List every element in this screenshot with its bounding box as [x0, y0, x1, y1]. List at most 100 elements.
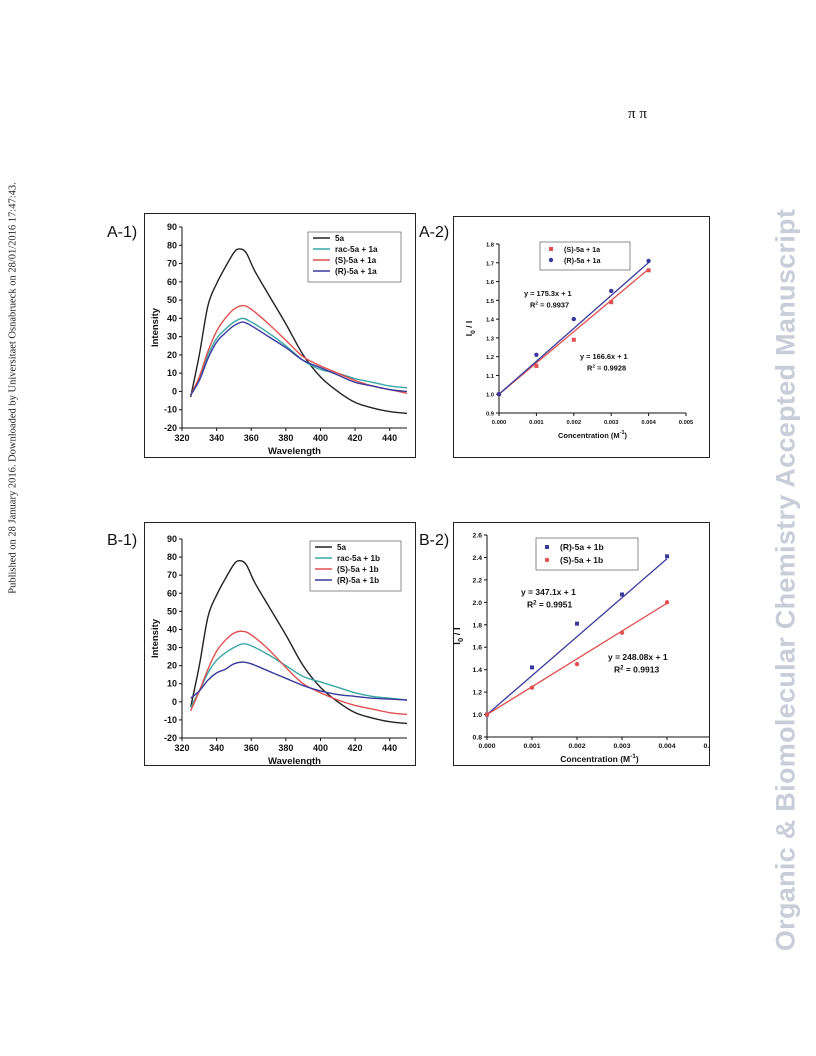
- x-tick-label: 0.002: [568, 743, 585, 750]
- legend-entry-0: 5a: [335, 234, 345, 243]
- y-tick-label: 70: [167, 570, 177, 580]
- x-tick-label: 0.005: [679, 420, 694, 426]
- y-tick-label: -20: [164, 733, 177, 743]
- data-point: [609, 300, 614, 305]
- legend-marker-1: [548, 257, 554, 263]
- legend-box: [539, 241, 631, 271]
- fit-line-0: [486, 558, 668, 716]
- y-axis-label: I0 / I: [464, 321, 477, 336]
- x-axis-label-main: Concentration (M: [560, 754, 630, 764]
- y-tick-label: 1.8: [473, 622, 483, 629]
- x-tick-label: 0.001: [529, 420, 544, 426]
- y-tick-label: -10: [164, 715, 177, 725]
- x-tick-label: 400: [313, 743, 328, 753]
- r-squared-prefix: R: [587, 363, 593, 372]
- y-tick-label: 1.1: [486, 374, 495, 380]
- y-tick-label: 1.4: [486, 318, 495, 324]
- y-tick-label: 10: [167, 368, 177, 378]
- y-tick-label: -20: [164, 423, 177, 433]
- legend-entry-0: (R)-5a + 1b: [560, 542, 604, 552]
- legend-entry-3: (R)-5a + 1a: [335, 267, 377, 276]
- y-tick-label: 0: [172, 386, 177, 396]
- data-point: [571, 337, 576, 342]
- series-line-2: [190, 304, 408, 396]
- x-axis-label: Wavelength: [268, 446, 321, 457]
- r-squared-prefix: R: [614, 665, 620, 675]
- y-tick-label: 1.6: [473, 645, 483, 652]
- y-tick-label: 1.7: [486, 261, 494, 267]
- y-tick-label: 1.2: [486, 355, 494, 361]
- y-tick-label: 10: [167, 679, 177, 689]
- x-tick-label: 360: [244, 433, 259, 443]
- publication-note-text: Published on 28 January 2016. Downloaded…: [7, 182, 19, 594]
- y-tick-label: 2.2: [473, 577, 483, 584]
- y-tick-label: 80: [167, 552, 177, 562]
- publication-note: Published on 28 January 2016. Downloaded…: [6, 118, 20, 658]
- x-tick-label: 0.001: [523, 743, 540, 750]
- y-tick-label: 60: [167, 588, 177, 598]
- data-point: [609, 288, 614, 294]
- legend-entry-2: (S)-5a + 1a: [335, 256, 377, 265]
- r-squared-prefix: R: [530, 300, 536, 309]
- x-tick-label: 0.003: [604, 420, 619, 426]
- legend-entry-1: (R)-5a + 1a: [564, 256, 602, 265]
- y-tick-label: 50: [167, 295, 177, 305]
- x-tick-label: 440: [382, 743, 397, 753]
- y-tick-label: 1.3: [486, 336, 495, 342]
- journal-watermark: Organic & Biomolecular Chemistry Accepte…: [762, 120, 810, 1040]
- x-axis-label-sup: -1: [620, 430, 625, 436]
- x-tick-label: 0.003: [613, 743, 630, 750]
- chart-panel-a1: -20 -10 0 10 20 30 40 50 60 70 80 90 320 340 360 380 400…: [144, 213, 416, 458]
- x-axis-label: Concentration (M-1): [560, 753, 639, 764]
- data-point: [529, 685, 535, 690]
- r-squared-1: R2 = 0.9928: [587, 363, 626, 372]
- legend-entry-0: 5a: [337, 543, 347, 552]
- panel-label-b2: B-2): [419, 532, 450, 549]
- data-point: [620, 592, 624, 597]
- x-tick-label: 340: [209, 433, 224, 443]
- y-tick-label: -10: [164, 405, 177, 415]
- y-tick-label: 80: [167, 240, 177, 250]
- data-point: [534, 352, 539, 357]
- panel-label-a1: A-1): [107, 224, 138, 241]
- y-tick-label: 90: [167, 534, 177, 544]
- y-tick-label: 0.9: [486, 412, 495, 418]
- y-tick-label: 40: [167, 624, 177, 634]
- series-line-3: [190, 661, 408, 701]
- x-tick-label: 0.004: [641, 420, 656, 426]
- r-squared-0: R2 = 0.9951: [527, 600, 572, 610]
- y-axis-label-main: I: [464, 334, 474, 336]
- x-tick-label: 400: [313, 433, 328, 443]
- legend-entry-0: (S)-5a + 1a: [564, 245, 601, 254]
- series-line-2: [190, 630, 408, 716]
- fit-equation-0: y = 175.3x + 1: [524, 289, 572, 298]
- y-tick-label: 20: [167, 350, 177, 360]
- data-point: [530, 665, 534, 670]
- legend-marker-0: [549, 247, 553, 251]
- legend-box: [307, 231, 402, 283]
- x-axis-label-main: Concentration (M: [558, 431, 620, 440]
- x-axis-label-sup: -1: [630, 753, 636, 760]
- x-axis-label-end: ): [625, 431, 628, 440]
- r-squared-value: = 0.9913: [623, 665, 659, 675]
- r-squared-0: R2 = 0.9937: [530, 300, 569, 309]
- x-tick-label: 420: [348, 433, 363, 443]
- x-axis-label: Concentration (M-1): [558, 430, 628, 440]
- x-tick-label: 0.000: [492, 420, 507, 426]
- chart-b2: 0.8 1.0 1.2 1.4 1.6 1.8 2.0 2.2 2.4 2.6 0.000 0.001…: [452, 533, 721, 765]
- data-point: [534, 364, 539, 369]
- data-point: [484, 712, 490, 717]
- y-tick-label: 50: [167, 606, 177, 616]
- x-tick-label: 440: [382, 433, 397, 443]
- series-line-1: [190, 643, 408, 708]
- chart-a1: -20 -10 0 10 20 30 40 50 60 70 80 90 320 340 360 380 400…: [150, 222, 408, 457]
- fit-equation-1: y = 248.08x + 1: [608, 652, 668, 662]
- y-axis-label-sub: 0: [470, 330, 477, 334]
- r-squared-1: R2 = 0.9913: [614, 665, 659, 675]
- x-tick-label: 340: [209, 743, 224, 753]
- r-squared-sup: 2: [592, 363, 595, 369]
- legend-entry-3: (R)-5a + 1b: [337, 576, 379, 585]
- y-tick-label: 1.6: [486, 280, 495, 286]
- data-point: [664, 600, 670, 605]
- legend-entry-1: (S)-5a + 1b: [560, 555, 603, 565]
